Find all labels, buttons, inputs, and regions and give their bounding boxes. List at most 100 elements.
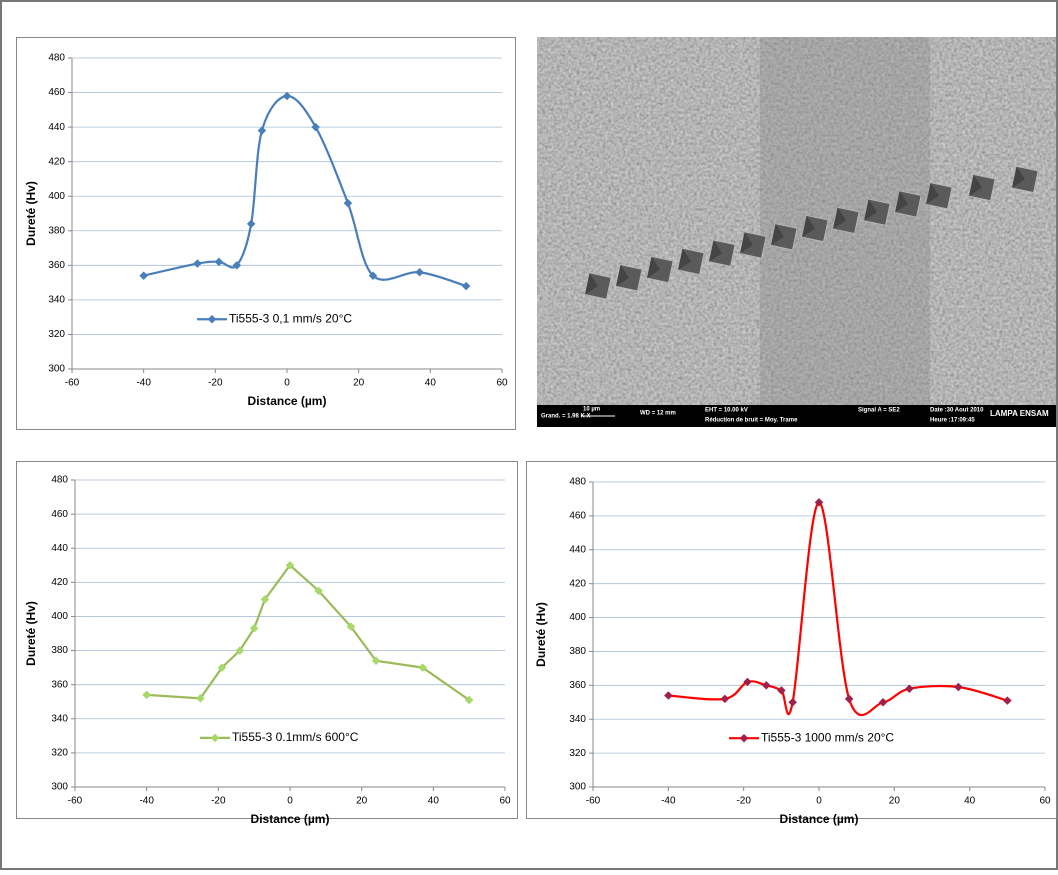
y-tick-label: 360 — [51, 679, 68, 690]
indent-shade — [739, 231, 753, 254]
x-axis-title: Distance (µm) — [248, 394, 327, 408]
x-axis-title: Distance (µm) — [251, 812, 330, 826]
chart-frame — [16, 37, 516, 430]
chart: 300 320 340 360 380 400 420 440 460 480 -60 -40 -20 0… — [526, 461, 1057, 826]
x-tick-label: -60 — [65, 378, 80, 389]
y-tick-label: 320 — [48, 329, 65, 340]
marker — [464, 695, 474, 705]
sem-date: Date :30 Aout 2010 — [930, 408, 984, 414]
y-tick-label: 400 — [569, 612, 586, 623]
sem-eht: EHT = 10.00 kV — [705, 408, 748, 414]
indent-shade — [708, 240, 722, 262]
y-tick-label: 400 — [51, 611, 68, 622]
sem-signal: Signal A = SE2 — [858, 408, 900, 414]
y-tick-label: 420 — [51, 577, 68, 588]
marker — [210, 733, 220, 743]
y-axis-title: Dureté (Hv) — [24, 181, 38, 246]
indent-shade — [770, 223, 785, 246]
y-tick-label: 480 — [569, 477, 586, 488]
indent-shade — [677, 248, 691, 270]
marker — [196, 693, 205, 703]
marker — [1002, 696, 1012, 705]
marker — [246, 219, 256, 229]
indent-shade — [968, 174, 983, 197]
x-tick-label: 60 — [499, 796, 511, 807]
y-tick-label: 380 — [48, 225, 65, 236]
sem-texture — [537, 37, 1056, 405]
y-tick-label: 340 — [569, 714, 586, 725]
x-tick-label: -40 — [139, 796, 154, 807]
x-tick-label: 60 — [496, 378, 508, 389]
y-tick-label: 480 — [51, 475, 68, 486]
y-tick-label: 380 — [51, 645, 68, 656]
chart-frame — [16, 461, 518, 819]
y-axis-title: Dureté (Hv) — [534, 602, 548, 667]
marker — [249, 624, 259, 633]
x-tick-label: 40 — [964, 796, 976, 807]
marker — [418, 663, 427, 672]
y-tick-label: 300 — [51, 782, 68, 793]
y-tick-label: 460 — [51, 509, 68, 520]
x-tick-label: -40 — [661, 796, 676, 807]
y-tick-label: 320 — [569, 748, 586, 759]
x-tick-label: 20 — [353, 378, 365, 389]
marker — [311, 122, 321, 132]
chart-frame — [526, 461, 1057, 819]
marker — [257, 126, 267, 135]
x-tick-label: 40 — [428, 796, 440, 807]
marker — [788, 697, 797, 707]
sem-lab: LAMPA ENSAM — [990, 409, 1049, 418]
x-tick-label: 0 — [287, 796, 293, 807]
y-tick-label: 400 — [48, 191, 65, 202]
y-tick-label: 460 — [569, 511, 586, 522]
marker — [461, 281, 471, 291]
x-tick-label: 0 — [284, 378, 290, 389]
marker — [739, 733, 749, 743]
sem-image: Grand. = 1.98 K X 10 µm WD = 12 mm EHT =… — [537, 37, 1056, 427]
y-tick-label: 360 — [569, 680, 586, 691]
y-tick-label: 340 — [51, 713, 68, 724]
marker — [346, 622, 356, 632]
marker — [371, 656, 381, 666]
marker — [415, 267, 424, 277]
x-tick-label: -60 — [68, 796, 83, 807]
marker — [139, 271, 149, 281]
marker — [720, 694, 730, 704]
y-tick-label: 380 — [569, 646, 586, 657]
indent-shade — [863, 199, 877, 221]
legend-label: Ti555-3 0.1mm/s 600°C — [232, 730, 359, 744]
y-tick-label: 320 — [51, 748, 68, 759]
x-tick-label: 40 — [425, 378, 437, 389]
x-tick-label: -20 — [736, 796, 751, 807]
indent-row — [584, 165, 1039, 300]
x-tick-label: -60 — [586, 796, 601, 807]
sem-wd: WD = 12 mm — [640, 411, 676, 417]
indent-shade — [801, 215, 816, 238]
y-tick-label: 360 — [48, 260, 65, 271]
marker — [260, 595, 270, 604]
indent-shade — [832, 207, 846, 229]
marker — [193, 259, 202, 268]
y-axis-title: Dureté (Hv) — [24, 601, 38, 666]
x-tick-label: -20 — [208, 378, 223, 389]
y-tick-label: 340 — [48, 295, 65, 306]
marker — [314, 586, 324, 596]
x-tick-label: -20 — [211, 796, 226, 807]
x-tick-label: -40 — [136, 378, 151, 389]
marker — [743, 677, 752, 687]
indent-shade — [646, 256, 661, 279]
y-tick-label: 440 — [569, 544, 586, 555]
chart: 300 320 340 360 380 400 420 440 460 480 -60 -40 -20 0… — [16, 37, 516, 430]
marker — [878, 697, 888, 707]
chart: 300 320 340 360 380 400 420 440 460 480 -60 -40 -20 0… — [16, 461, 518, 826]
x-tick-label: 0 — [816, 796, 822, 807]
legend-label: Ti555-3 0,1 mm/s 20°C — [229, 311, 352, 325]
indent-shade — [1011, 166, 1025, 188]
marker — [142, 690, 152, 700]
legend-label: Ti555-3 1000 mm/s 20°C — [761, 730, 894, 744]
series-line — [146, 563, 470, 701]
marker — [217, 663, 227, 672]
marker — [232, 260, 242, 270]
